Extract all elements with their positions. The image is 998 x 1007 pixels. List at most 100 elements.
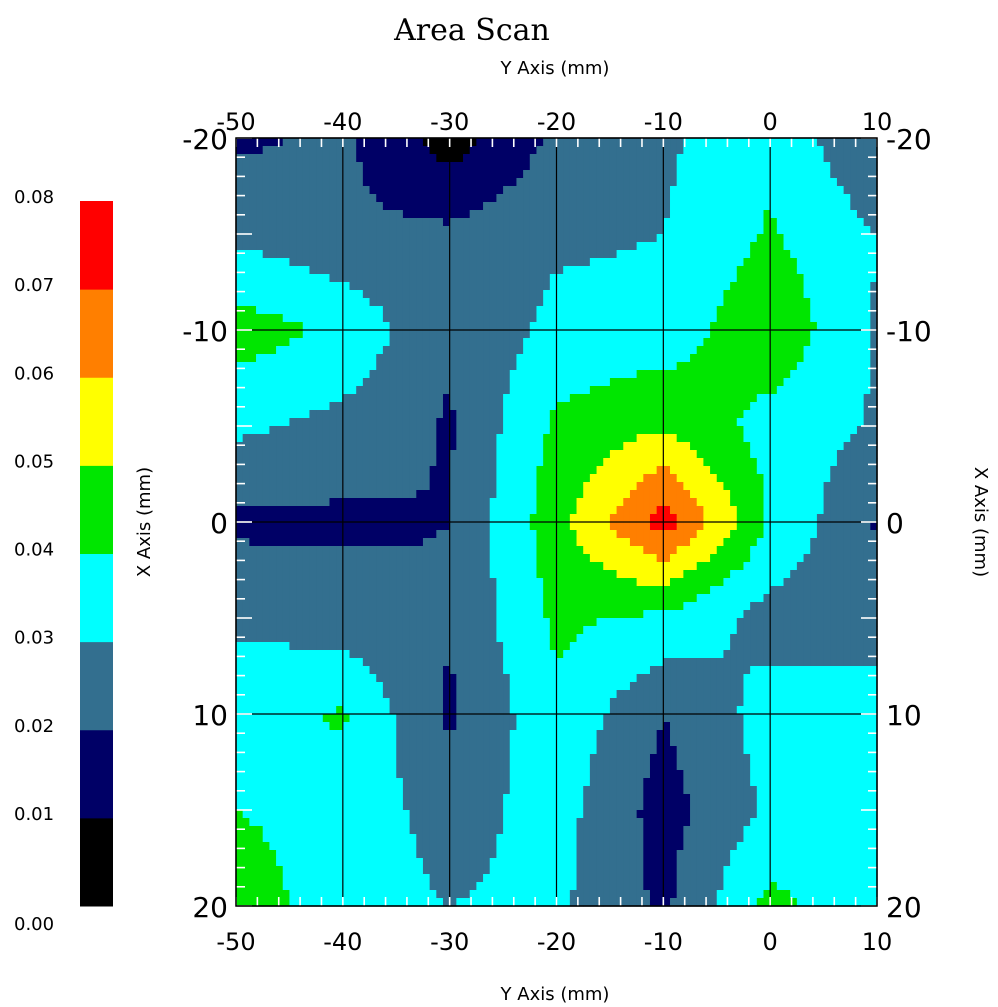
heatmap-cell: [242, 362, 250, 371]
heatmap-cell: [710, 202, 718, 211]
heatmap-cell: [856, 322, 865, 331]
heatmap-cell: [336, 490, 344, 499]
heatmap-cell: [823, 514, 831, 523]
heatmap-cell: [569, 306, 578, 315]
heatmap-cell: [796, 162, 805, 171]
heatmap-cell: [262, 282, 270, 291]
heatmap-cell: [362, 330, 371, 339]
heatmap-cell: [396, 298, 404, 307]
heatmap-cell: [396, 394, 404, 403]
heatmap-cell: [823, 394, 831, 403]
heatmap-cell: [723, 250, 731, 259]
heatmap-cell: [342, 186, 351, 195]
heatmap-cell: [389, 386, 397, 395]
heatmap-cell: [569, 170, 578, 179]
heatmap-cell: [696, 386, 704, 395]
heatmap-cell: [456, 426, 464, 435]
heatmap-cell: [816, 378, 825, 387]
heatmap-cell: [616, 266, 624, 275]
heatmap-cell: [369, 258, 377, 267]
heatmap-cell: [382, 306, 391, 315]
heatmap-cell: [783, 282, 791, 291]
heatmap-cell: [609, 426, 618, 435]
heatmap-cell: [596, 434, 604, 443]
heatmap-cell: [269, 226, 277, 235]
heatmap-cell: [623, 506, 631, 515]
heatmap-cell: [376, 210, 384, 219]
heatmap-cell: [636, 178, 644, 187]
heatmap-cell: [523, 282, 531, 291]
heatmap-cell: [496, 546, 504, 555]
heatmap-cell: [469, 178, 477, 187]
heatmap-cell: [262, 290, 270, 299]
heatmap-cell: [589, 402, 598, 411]
heatmap-cell: [402, 154, 411, 163]
heatmap-cell: [469, 386, 477, 395]
heatmap-cell: [442, 506, 451, 515]
heatmap-cell: [516, 330, 524, 339]
heatmap-cell: [816, 322, 825, 331]
heatmap-cell: [850, 242, 858, 251]
heatmap-cell: [783, 434, 791, 443]
heatmap-cell: [616, 250, 624, 259]
heatmap-cell: [790, 234, 798, 243]
heatmap-cell: [690, 506, 698, 515]
heatmap-cell: [436, 498, 444, 507]
heatmap-cell: [236, 434, 244, 443]
heatmap-cell: [503, 514, 511, 523]
heatmap-cell: [529, 498, 538, 507]
heatmap-cell: [629, 386, 638, 395]
heatmap-cell: [836, 210, 845, 219]
heatmap-cell: [836, 482, 845, 491]
heatmap-cell: [342, 474, 351, 483]
heatmap-cell: [576, 514, 584, 523]
heatmap-cell: [796, 458, 805, 467]
heatmap-cell: [850, 354, 858, 363]
heatmap-cell: [322, 354, 331, 363]
heatmap-cell: [483, 162, 491, 171]
heatmap-cell: [623, 514, 631, 523]
heatmap-cell: [843, 242, 851, 251]
heatmap-cell: [623, 426, 631, 435]
heatmap-cell: [256, 458, 264, 467]
heatmap-cell: [563, 450, 571, 459]
heatmap-cell: [863, 370, 871, 379]
heatmap-cell: [636, 410, 644, 419]
heatmap-cell: [282, 146, 291, 155]
heatmap-cell: [389, 362, 397, 371]
heatmap-cell: [803, 170, 811, 179]
heatmap-cell: [683, 306, 691, 315]
heatmap-cell: [389, 202, 397, 211]
heatmap-cell: [302, 146, 311, 155]
heatmap-cell: [636, 346, 644, 355]
heatmap-cell: [656, 290, 664, 299]
heatmap-cell: [382, 506, 391, 515]
heatmap-cell: [349, 138, 357, 147]
heatmap-cell: [710, 234, 718, 243]
heatmap-cell: [296, 218, 304, 227]
heatmap-cell: [850, 530, 858, 539]
heatmap-cell: [242, 210, 250, 219]
heatmap-cell: [596, 466, 604, 475]
heatmap-cell: [569, 458, 578, 467]
heatmap-cell: [342, 290, 351, 299]
heatmap-cell: [289, 346, 297, 355]
heatmap-cell: [569, 410, 578, 419]
heatmap-cell: [830, 178, 838, 187]
heatmap-cell: [389, 514, 397, 523]
heatmap-cell: [696, 234, 704, 243]
heatmap-cell: [409, 306, 417, 315]
heatmap-cell: [296, 346, 304, 355]
heatmap-cell: [643, 218, 651, 227]
heatmap-cell: [356, 346, 364, 355]
heatmap-cell: [483, 346, 491, 355]
heatmap-cell: [756, 498, 765, 507]
heatmap-cell: [596, 146, 604, 155]
heatmap-cell: [603, 474, 611, 483]
heatmap-cell: [850, 458, 858, 467]
heatmap-cell: [342, 138, 351, 147]
heatmap-cell: [269, 450, 277, 459]
heatmap-cell: [763, 442, 771, 451]
heatmap-cell: [649, 258, 658, 267]
heatmap-cell: [469, 250, 477, 259]
